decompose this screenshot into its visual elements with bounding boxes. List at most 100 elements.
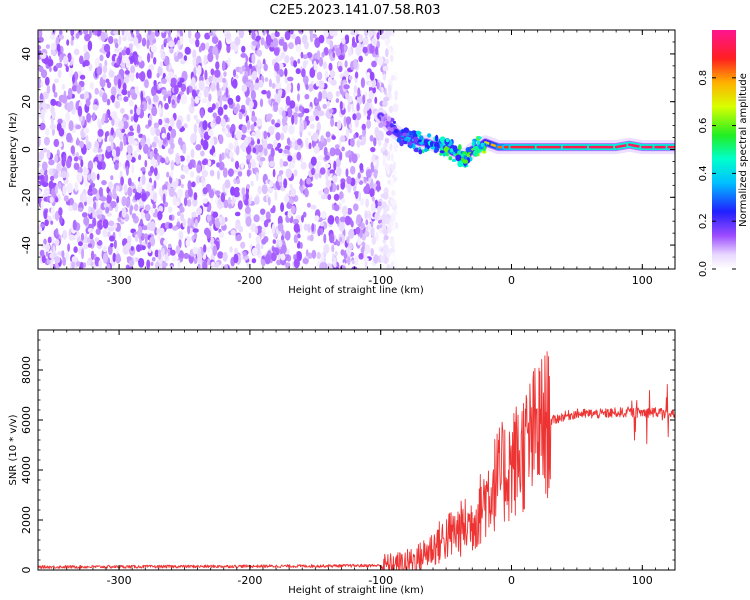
noise-speckle <box>90 250 95 261</box>
noise-speckle <box>319 222 324 227</box>
noise-speckle <box>245 154 253 160</box>
noise-speckle <box>90 171 96 182</box>
noise-speckle <box>41 181 49 188</box>
noise-speckle <box>291 141 296 149</box>
noise-speckle <box>182 143 187 154</box>
noise-speckle <box>308 142 312 150</box>
signal-blob <box>389 123 394 128</box>
noise-speckle <box>370 161 374 169</box>
noise-speckle <box>195 38 200 48</box>
noise-speckle <box>81 248 85 260</box>
noise-speckle <box>390 153 394 162</box>
colorbar-ticks: 0.0 0.2 0.4 0.6 0.8 <box>698 70 736 277</box>
snr-xtick-label: 100 <box>632 574 653 587</box>
noise-speckle <box>370 248 375 257</box>
noise-speckle <box>338 54 345 61</box>
noise-speckle <box>63 195 69 202</box>
signal-blob <box>409 131 414 136</box>
noise-speckle <box>334 148 341 156</box>
noise-speckle <box>291 114 295 125</box>
noise-speckle <box>84 33 91 42</box>
noise-speckle <box>259 98 264 108</box>
noise-speckle <box>143 233 149 239</box>
noise-speckle <box>200 150 205 157</box>
noise-speckle <box>203 87 209 98</box>
spectrogram-ytick-label: 20 <box>20 95 33 109</box>
noise-speckle <box>276 73 281 84</box>
noise-speckle <box>385 163 390 171</box>
noise-speckle <box>293 254 297 261</box>
noise-speckle <box>261 226 266 233</box>
noise-speckle <box>44 219 49 227</box>
noise-speckle <box>201 170 209 178</box>
noise-speckle <box>80 232 85 241</box>
noise-speckle <box>351 259 355 265</box>
noise-speckle <box>184 46 191 55</box>
noise-speckle <box>140 103 144 110</box>
noise-speckle <box>61 250 65 259</box>
noise-speckle <box>263 147 268 157</box>
noise-speckle <box>205 42 210 51</box>
noise-speckle <box>313 60 317 71</box>
signal-blob <box>412 143 416 150</box>
noise-speckle <box>131 92 138 100</box>
noise-speckle <box>329 147 336 157</box>
noise-speckle <box>103 43 111 53</box>
noise-speckle <box>372 86 376 94</box>
noise-speckle <box>192 228 199 234</box>
noise-speckle <box>270 32 276 40</box>
noise-speckle <box>341 265 346 269</box>
noise-speckle <box>147 30 152 36</box>
noise-speckle <box>384 137 389 144</box>
noise-speckle <box>207 52 214 63</box>
noise-speckle <box>360 77 365 88</box>
noise-speckle <box>383 142 388 148</box>
noise-speckle <box>198 80 205 91</box>
noise-speckle <box>210 82 217 92</box>
spectrogram-ytick-label: -40 <box>20 236 33 254</box>
noise-speckle <box>43 238 47 246</box>
noise-speckle <box>326 100 331 107</box>
noise-speckle <box>354 71 359 79</box>
noise-speckle <box>66 39 70 46</box>
noise-speckle <box>45 251 49 257</box>
snr-ytick-label: 6000 <box>20 406 33 434</box>
noise-speckle <box>241 45 246 53</box>
noise-speckle <box>293 60 298 68</box>
noise-speckle <box>382 100 388 108</box>
noise-speckle <box>275 180 279 189</box>
noise-speckle <box>125 242 132 250</box>
noise-speckle <box>117 78 122 89</box>
noise-speckle <box>329 233 335 244</box>
noise-speckle <box>87 160 94 171</box>
noise-speckle <box>98 122 102 131</box>
noise-speckle <box>38 30 43 39</box>
noise-speckle <box>103 253 107 263</box>
noise-speckle <box>373 168 378 179</box>
noise-speckle <box>178 137 183 146</box>
noise-speckle <box>50 220 54 225</box>
noise-speckle <box>388 247 396 254</box>
noise-speckle <box>79 140 84 149</box>
noise-speckle <box>300 51 304 59</box>
noise-speckle <box>361 241 366 247</box>
noise-speckle <box>159 227 165 236</box>
noise-speckle <box>320 135 325 143</box>
signal-blob <box>407 141 413 146</box>
signal-blob <box>421 149 425 154</box>
noise-speckle <box>348 228 355 239</box>
noise-speckle <box>365 219 369 226</box>
signal-blob <box>451 159 457 162</box>
noise-speckle <box>291 33 296 40</box>
noise-speckle <box>248 30 253 34</box>
noise-speckle <box>183 197 188 207</box>
noise-speckle <box>51 42 57 51</box>
spectrogram-xtick-label: -300 <box>107 274 132 287</box>
noise-speckle <box>50 175 55 182</box>
noise-speckle <box>373 137 377 147</box>
noise-speckle <box>65 111 71 123</box>
noise-speckle <box>202 260 208 269</box>
noise-speckle <box>177 51 184 59</box>
